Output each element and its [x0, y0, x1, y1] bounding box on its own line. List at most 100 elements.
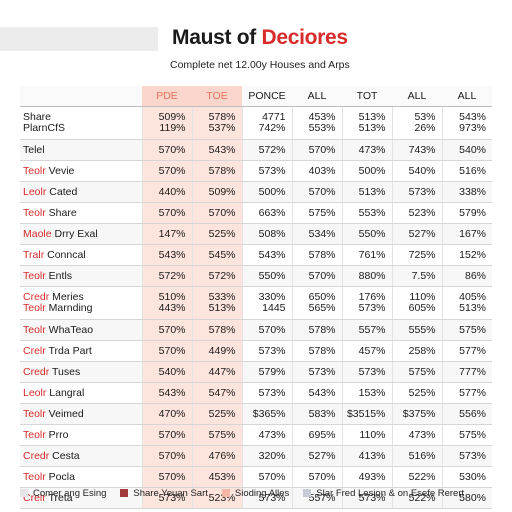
cell-value: 547%: [208, 387, 236, 399]
cell-value: 583%: [308, 408, 336, 420]
cell-value: 110%: [359, 429, 386, 441]
cell-value: 405%: [459, 291, 486, 303]
table-cell: 575%: [441, 319, 492, 341]
table-cell: 570%: [291, 265, 342, 287]
table-row: Teolr Entls 572% 572% 550% 570% 880% 7.5% 86%: [20, 265, 492, 287]
cell-value: 4771: [262, 111, 286, 123]
table-cell: 577%: [441, 382, 492, 404]
cell-value: 573%: [358, 492, 386, 504]
row-label-text: PlarnCfS: [23, 122, 66, 134]
cell-value: 572%: [258, 144, 286, 156]
table-cell: 543% 973%: [441, 106, 492, 140]
table-cell: 320%: [241, 445, 292, 467]
cell-value: 570%: [158, 324, 186, 336]
row-label-prefix: Credr: [23, 450, 50, 462]
cell-value: 500%: [358, 165, 386, 177]
table-row: Teolr Veimed 470% 525% $365% 583% $3515% $375%…: [20, 403, 492, 425]
table-cell: 573%: [291, 361, 342, 383]
table-cell: 743%: [391, 139, 442, 161]
table-row: Crelr Trda Part 570% 449% 573% 578% 457% 258% 5…: [20, 340, 492, 362]
cell-value: 577%: [459, 387, 486, 399]
table-cell: 473%: [391, 424, 442, 446]
legend-label: Sioding Alles: [234, 487, 290, 499]
cell-value: 513%: [358, 186, 386, 198]
table-cell: 550%: [341, 223, 392, 245]
column-header: ALL: [442, 86, 492, 107]
table-cell: 330% 1445: [241, 286, 292, 320]
cell-value: 555%: [408, 324, 436, 336]
legend-label: Comer ang Esing: [33, 487, 107, 499]
column-header: ALL: [392, 86, 442, 107]
table-cell: 525%: [391, 382, 442, 404]
table-header-row: PDE TOE PONCE ALL TOT ALL ALL: [20, 86, 492, 107]
legend: Comer ang Esing Share Yeuan Sart Sioding A…: [20, 484, 492, 502]
cell-value: 725%: [408, 249, 436, 261]
cell-value: 413%: [358, 450, 386, 462]
table-cell: 476%: [191, 445, 242, 467]
table-cell: 547%: [191, 382, 242, 404]
table-cell: 578%: [291, 244, 342, 266]
cell-value: 579%: [459, 207, 486, 219]
legend-swatch: [20, 489, 28, 497]
cell-value: 533%: [208, 291, 236, 303]
cell-value: 575%: [208, 429, 236, 441]
table-cell: 473%: [341, 139, 392, 161]
table-cell: 413%: [341, 445, 392, 467]
table-cell: 578%: [291, 340, 342, 362]
table-cell: 508%: [241, 223, 292, 245]
cell-value: 663%: [258, 207, 286, 219]
cell-value: 513%: [358, 122, 386, 134]
cell-value: 578%: [208, 165, 236, 177]
cell-value: 527%: [408, 228, 436, 240]
table-cell: 570%: [141, 340, 192, 362]
table-cell: 570%: [241, 319, 292, 341]
table-cell: 153%: [341, 382, 392, 404]
data-table: PDE TOE PONCE ALL TOT ALL ALL Share PlarnCfS 509…: [20, 86, 492, 509]
table-cell: 573%: [441, 445, 492, 467]
table-cell: 580%: [441, 487, 492, 509]
table-cell: 570%: [141, 319, 192, 341]
table-row: Share PlarnCfS 509% 119% 578% 537% 4771 742% 453…: [20, 106, 492, 140]
cell-value: 570%: [158, 345, 186, 357]
column-header: [20, 86, 142, 107]
page-subtitle: Complete net 12.00y Houses and Arps: [170, 59, 350, 71]
table-cell: 110%: [341, 424, 392, 446]
table-cell: 555%: [391, 319, 442, 341]
table-row: Crelr Treta 573% 523% 573% 557% 573% 522% 580%: [20, 487, 492, 509]
table-cell: 570%: [141, 160, 192, 182]
cell-value: 570%: [158, 165, 186, 177]
table-cell: 575%: [291, 202, 342, 224]
table-cell: 53% 26%: [391, 106, 442, 140]
table-cell: 258%: [391, 340, 442, 362]
cell-value: 573%: [308, 366, 336, 378]
table-cell: 540%: [391, 160, 442, 182]
table-cell: 579%: [441, 202, 492, 224]
table-cell: 570%: [141, 466, 192, 488]
table-cell: $375%: [391, 403, 442, 425]
cell-value: 543%: [459, 111, 486, 123]
cell-value: 575%: [308, 207, 336, 219]
row-label-prefix: Teolr: [23, 324, 46, 336]
cell-value: 527%: [308, 450, 336, 462]
table-cell: 572%: [191, 265, 242, 287]
cell-value: 553%: [358, 207, 386, 219]
cell-value: 516%: [408, 450, 436, 462]
cell-value: 543%: [208, 144, 236, 156]
legend-item: Sioding Alles: [221, 487, 290, 499]
legend-swatch: [120, 489, 129, 497]
cell-value: 575%: [408, 366, 436, 378]
row-label: Teolr Veimed: [20, 403, 142, 425]
table-cell: 725%: [391, 244, 442, 266]
cell-value: 580%: [459, 492, 486, 504]
cell-value: 525%: [208, 408, 236, 420]
cell-value: 742%: [258, 122, 286, 134]
table-cell: 573%: [241, 487, 292, 509]
row-label-prefix: Teolr: [23, 270, 46, 282]
cell-value: 449%: [208, 345, 236, 357]
row-label-text: Marnding: [45, 302, 93, 314]
row-label: Teolr Vevie: [20, 160, 142, 182]
cell-value: 53%: [414, 111, 436, 123]
row-label-prefix: Teolr: [23, 165, 46, 177]
row-label: Teolr WhaTeao: [20, 319, 142, 341]
cell-value: 570%: [158, 207, 186, 219]
